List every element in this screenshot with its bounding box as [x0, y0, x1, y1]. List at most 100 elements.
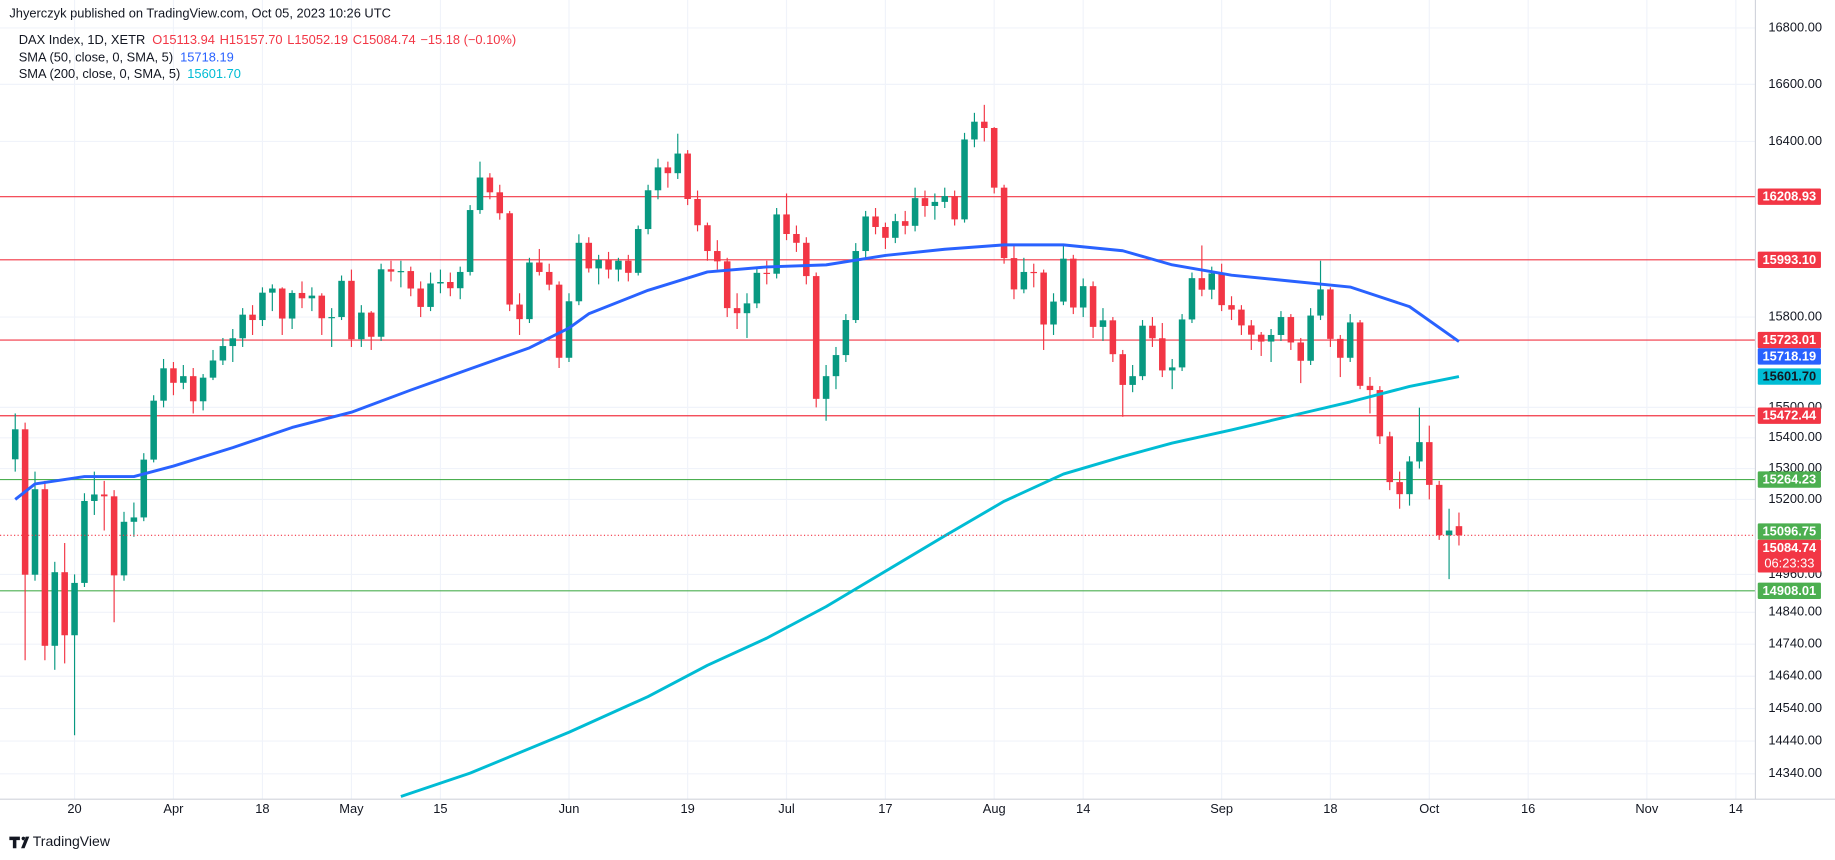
candle-body [605, 259, 612, 270]
published-line: Jhyerczyk published on TradingView.com, … [9, 5, 391, 20]
price-badge-label: 15718.19 [1763, 348, 1817, 363]
candle-body [1159, 338, 1166, 371]
candle-body [407, 271, 415, 289]
x-tick-label: 14 [1076, 801, 1090, 816]
candle-body [644, 190, 652, 230]
candle-body [259, 292, 266, 321]
candle-body [773, 214, 780, 274]
candle-body [1376, 390, 1384, 437]
candle-body [1277, 317, 1285, 335]
candle-body [536, 262, 543, 272]
candle-body [1139, 325, 1146, 377]
candle-body [1030, 271, 1038, 274]
price-badge [1757, 471, 1821, 488]
candle-body [971, 121, 978, 140]
price-badge-label: 15993.10 [1763, 252, 1817, 267]
candle-body [921, 198, 929, 206]
high: H15157.70 [220, 32, 283, 47]
candle-body [1337, 338, 1344, 358]
price-badge-label: 15723.01 [1763, 332, 1817, 347]
footer-logo: TradingView [9, 833, 111, 849]
price-badge [1757, 368, 1821, 385]
candle-body [862, 216, 869, 252]
candle-body [427, 283, 434, 307]
x-tick-label: 15 [433, 801, 447, 816]
x-tick-label: 19 [680, 801, 694, 816]
legend-value: 15601.70 [187, 66, 241, 81]
candle-body [1327, 289, 1334, 339]
candle-body [1050, 301, 1057, 325]
candle-body [803, 242, 810, 277]
candle-body [189, 376, 197, 402]
brand: TradingView [33, 833, 111, 849]
candle-body [585, 242, 593, 269]
price-badge-label: 15084.74 [1763, 540, 1817, 555]
candle-body [377, 269, 385, 337]
sma50-legend: SMA (50, close, 0, SMA, 5) 15718.19 [19, 50, 234, 65]
candle-body [1218, 273, 1225, 306]
x-tick-label: 18 [255, 801, 269, 816]
candle-body [872, 216, 879, 227]
x-tick-label: 17 [878, 801, 892, 816]
candle-body [793, 234, 800, 243]
candle-body [1426, 442, 1433, 485]
candle-body [763, 272, 771, 275]
candle-body [1386, 436, 1394, 483]
x-tick-label: 16 [1521, 801, 1535, 816]
axes: 16800.0016600.0016400.0015800.0015500.00… [67, 19, 1822, 816]
plot-area [0, 104, 1756, 798]
candle-body [783, 214, 790, 235]
sma-line [14, 243, 1460, 501]
candle-body [31, 489, 39, 575]
candle-body [555, 284, 563, 358]
candle-body [526, 262, 533, 320]
price-badge [1757, 251, 1821, 269]
y-tick-label: 15400.00 [1768, 429, 1822, 444]
y-tick-label: 15200.00 [1768, 491, 1822, 506]
candle-body [743, 303, 751, 314]
candle-body [990, 127, 998, 188]
price-badge-label: 15472.44 [1763, 408, 1817, 423]
candle-body [110, 496, 118, 576]
x-tick-label: 20 [67, 801, 81, 816]
symbol-line: DAX Index, 1D, XETR O15113.94 H15157.70 L15… [19, 32, 516, 47]
candle-body [1228, 305, 1235, 310]
candle-body [723, 261, 731, 309]
legend-name: SMA (50, close, 0, SMA, 5) [19, 50, 173, 65]
y-tick-label: 14840.00 [1768, 604, 1822, 619]
candle-body [1010, 258, 1018, 290]
candle-body [1079, 286, 1087, 308]
candle-body [595, 259, 602, 269]
x-tick-label: May [339, 801, 364, 816]
candle-body [150, 400, 157, 460]
candle-body [328, 317, 335, 319]
candle-body [367, 312, 375, 337]
candle-body [704, 225, 711, 252]
price-badge [1757, 523, 1821, 540]
candle-body [545, 271, 553, 285]
candle-body [91, 494, 98, 501]
price-badge [1757, 539, 1821, 573]
candle-body [239, 314, 246, 339]
candle-body [674, 153, 682, 174]
y-tick-label: 15300.00 [1768, 460, 1822, 475]
candle-body [1188, 278, 1196, 320]
y-tick-label: 16600.00 [1768, 76, 1822, 91]
candle-body [1307, 315, 1314, 361]
candle-body [1119, 354, 1127, 385]
y-tick-label: 14540.00 [1768, 700, 1822, 715]
candle-body [496, 192, 504, 214]
candle-body [1297, 342, 1305, 361]
candle-body [160, 368, 167, 401]
candle-body [733, 308, 741, 314]
candle-body [634, 229, 642, 273]
candle-body [694, 198, 701, 226]
candle-body [41, 489, 49, 646]
candle-body [1366, 385, 1374, 391]
y-tick-label: 16800.00 [1768, 19, 1822, 34]
candle-body [1070, 258, 1077, 308]
symbol: DAX Index, 1D, XETR [19, 32, 146, 47]
candle-body [358, 312, 365, 340]
candle-body [1248, 325, 1255, 335]
